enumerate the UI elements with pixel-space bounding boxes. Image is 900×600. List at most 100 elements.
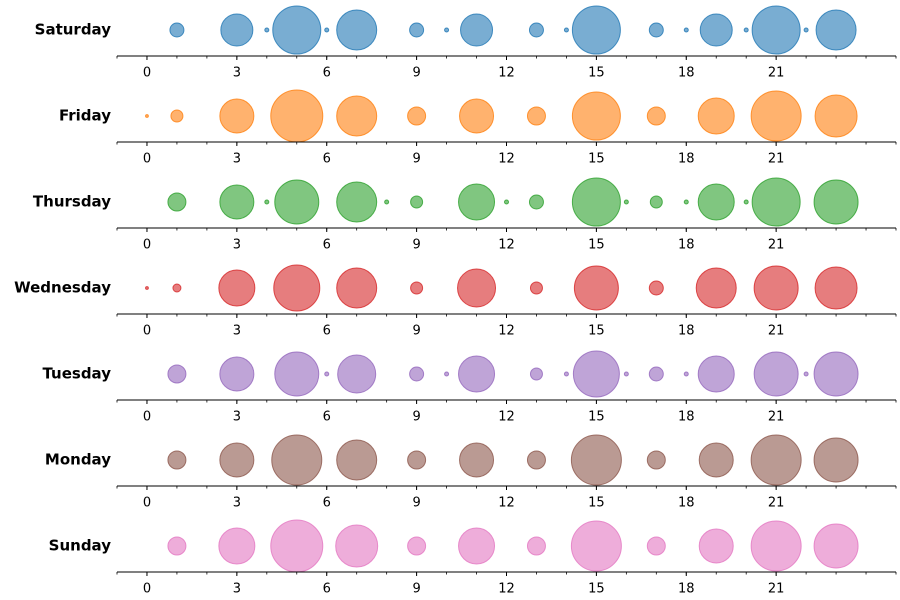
- bubble: [337, 354, 377, 394]
- x-tick-label: 21: [768, 152, 785, 167]
- bubble: [407, 536, 427, 556]
- x-tick-label: 12: [498, 238, 515, 253]
- x-tick-label: 9: [412, 152, 420, 167]
- x-tick-label: 0: [143, 66, 151, 81]
- bubble: [649, 195, 663, 209]
- x-tick-label: 18: [678, 496, 695, 511]
- bubble: [145, 114, 149, 118]
- x-tick-label: 0: [143, 582, 151, 597]
- bubble: [457, 268, 497, 308]
- bubble: [646, 450, 666, 470]
- x-tick-label: 21: [768, 66, 785, 81]
- bubble: [324, 27, 330, 33]
- bubble: [623, 199, 629, 205]
- x-tick-label: 6: [323, 66, 331, 81]
- x-tick-label: 15: [588, 152, 605, 167]
- bubble: [803, 27, 809, 33]
- bubble: [698, 528, 734, 564]
- bubble: [407, 106, 427, 126]
- x-tick-label: 21: [768, 238, 785, 253]
- bubble: [813, 437, 859, 483]
- bubble: [458, 527, 496, 565]
- bubble: [219, 98, 255, 134]
- x-tick-label: 12: [498, 152, 515, 167]
- bubble: [743, 27, 749, 33]
- bubble: [695, 267, 737, 309]
- bubble: [459, 442, 495, 478]
- bubble: [170, 109, 184, 123]
- x-tick-label: 9: [412, 324, 420, 339]
- bubble: [814, 94, 858, 138]
- bubble: [570, 434, 622, 486]
- bubble: [753, 265, 799, 311]
- row-label: Monday: [45, 451, 111, 469]
- x-tick-label: 12: [498, 496, 515, 511]
- bubble: [572, 350, 620, 398]
- bubble: [753, 351, 799, 397]
- x-tick-label: 18: [678, 582, 695, 597]
- x-tick-label: 9: [412, 238, 420, 253]
- bubble: [273, 264, 321, 312]
- x-tick-label: 15: [588, 66, 605, 81]
- x-tick-label: 3: [233, 152, 241, 167]
- bubble: [623, 371, 629, 377]
- x-tick-label: 15: [588, 324, 605, 339]
- bubble: [750, 90, 802, 142]
- bubble: [697, 183, 735, 221]
- x-tick-label: 12: [498, 582, 515, 597]
- bubble: [167, 450, 187, 470]
- x-tick-label: 3: [233, 582, 241, 597]
- bubble: [529, 281, 543, 295]
- x-tick-label: 21: [768, 496, 785, 511]
- x-tick-label: 12: [498, 324, 515, 339]
- bubble: [169, 22, 185, 38]
- bubble: [167, 536, 187, 556]
- x-tick-label: 6: [323, 324, 331, 339]
- x-tick-label: 12: [498, 410, 515, 425]
- x-tick-label: 21: [768, 410, 785, 425]
- bubble: [336, 9, 378, 51]
- x-tick-label: 9: [412, 410, 420, 425]
- x-tick-label: 9: [412, 582, 420, 597]
- bubble: [803, 371, 809, 377]
- bubble: [570, 520, 622, 572]
- bubble: [460, 13, 494, 47]
- x-tick-label: 21: [768, 582, 785, 597]
- x-tick-label: 18: [678, 410, 695, 425]
- bubble: [410, 195, 424, 209]
- bubble: [407, 450, 427, 470]
- bubble: [274, 351, 320, 397]
- x-tick-label: 18: [678, 238, 695, 253]
- bubble: [409, 366, 425, 382]
- bubble: [409, 22, 425, 38]
- row-label: Thursday: [33, 193, 111, 211]
- bubble: [528, 194, 544, 210]
- bubble: [336, 267, 378, 309]
- bubble: [270, 519, 324, 573]
- bubble: [698, 442, 734, 478]
- bubble: [814, 266, 858, 310]
- bubble: [699, 13, 733, 47]
- bubble: [444, 371, 450, 377]
- bubble: [444, 27, 450, 33]
- bubble: [573, 265, 619, 311]
- bubble: [683, 27, 689, 33]
- bubble: [336, 181, 378, 223]
- bubble: [648, 280, 664, 296]
- bubble: [270, 89, 324, 143]
- bubble: [274, 179, 320, 225]
- row-label: Saturday: [35, 21, 112, 39]
- bubble: [529, 367, 543, 381]
- bubble: [324, 371, 330, 377]
- bubble: [648, 366, 664, 382]
- x-tick-label: 18: [678, 152, 695, 167]
- bubble: [526, 536, 546, 556]
- bubble: [219, 442, 255, 478]
- x-tick-label: 12: [498, 66, 515, 81]
- bubble: [145, 286, 149, 290]
- x-tick-label: 9: [412, 496, 420, 511]
- bubble: [750, 434, 802, 486]
- x-tick-label: 15: [588, 238, 605, 253]
- bubble: [646, 536, 666, 556]
